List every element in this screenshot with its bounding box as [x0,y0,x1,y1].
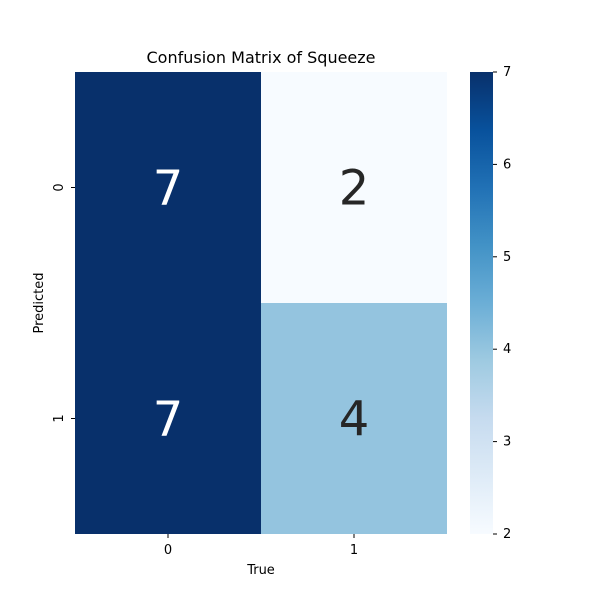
x-axis-label: True [246,563,275,578]
colorbar-ticks: 2 3 4 5 6 7 [493,65,511,542]
cell-value-label-r0-c1: 2 [339,161,370,217]
y-axis-label: Predicted [32,272,47,333]
colorbar-tick-label-2: 4 [503,342,511,357]
y-axis-ticks: 01 [52,183,75,423]
heatmap-cell-r1-c1 [261,303,447,534]
colorbar: 2 3 4 5 6 7 [470,65,511,542]
colorbar-tick-label-5: 7 [503,65,511,80]
x-tick-label-1: 1 [350,543,358,558]
cell-labels: 7 2 7 4 [153,161,370,448]
cell-value-label-r1-c1: 4 [339,392,370,448]
chart-title: Confusion Matrix of Squeeze [146,48,375,67]
heatmap-cell-r0-c1 [261,72,447,303]
cell-value-label-r1-c0: 7 [153,392,184,448]
heatmap-cell-r1-c0 [75,303,261,534]
colorbar-tick-label-4: 6 [503,157,511,172]
colorbar-gradient-bar [470,72,493,534]
colorbar-tick-label-0: 2 [503,527,511,542]
heatmap-cells [75,72,447,534]
heatmap-cell-r0-c0 [75,72,261,303]
y-tick-label-1: 1 [52,414,67,422]
y-tick-label-0: 0 [52,183,67,191]
cell-value-label-r0-c0: 7 [153,161,184,217]
colorbar-tick-label-1: 3 [503,435,511,450]
x-tick-label-0: 0 [164,543,172,558]
colorbar-tick-label-3: 5 [503,250,511,265]
